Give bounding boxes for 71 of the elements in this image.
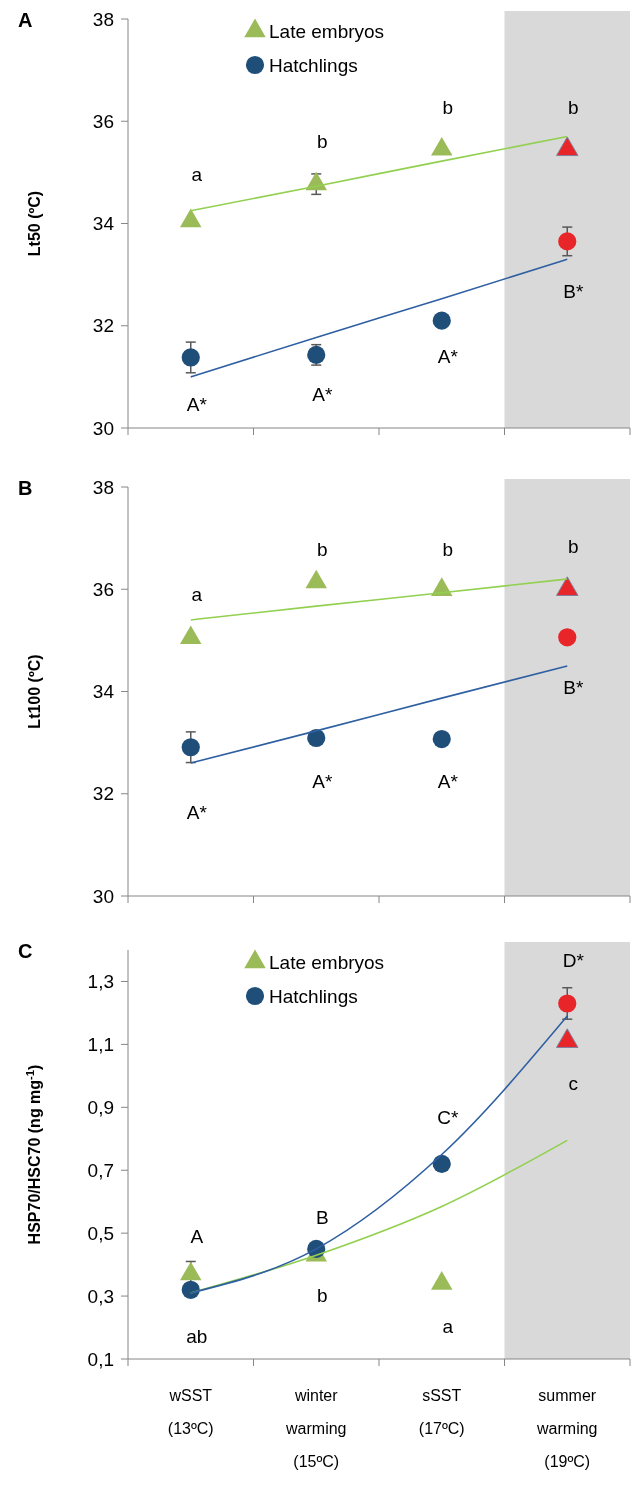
annotation: B* (563, 280, 584, 302)
y-axis-title: Lt50 (ºC) (26, 190, 43, 257)
point (307, 728, 326, 748)
y-tick-label: 32 (92, 315, 114, 337)
point (307, 345, 326, 364)
y-tick-label: 0,1 (87, 1348, 114, 1370)
chart-title: B (18, 477, 33, 499)
point (556, 136, 579, 157)
y-tick-label: 0,9 (87, 1096, 114, 1118)
annotation: B* (563, 676, 584, 698)
point (181, 738, 200, 757)
y-tick-label: 30 (92, 417, 114, 439)
annotation: A* (186, 801, 208, 823)
point (180, 1261, 202, 1281)
y-tick-label: 1,1 (87, 1034, 114, 1056)
annotation: b (567, 96, 579, 118)
y-tick-label: 38 (92, 476, 114, 498)
y-tick-label: 30 (92, 885, 114, 907)
y-tick-label: 0,3 (87, 1285, 114, 1307)
y-tick-label: 0,5 (87, 1222, 114, 1244)
annotation: ab (186, 1325, 208, 1347)
chart-title: A (18, 9, 33, 31)
annotation: a (442, 1315, 454, 1337)
point (431, 136, 453, 156)
point (432, 729, 451, 749)
chart-title: C (18, 940, 33, 962)
x-tick-label: winter warming (15ºC) (285, 1387, 347, 1470)
point (181, 348, 200, 367)
annotation: a (191, 583, 203, 605)
y-tick-label: 36 (92, 110, 114, 132)
point (431, 1271, 453, 1290)
legend-label: Late embryos (269, 951, 385, 973)
point (558, 232, 577, 251)
annotation: b (567, 535, 579, 557)
y-tick-label: 38 (92, 8, 114, 30)
y-tick-label: 36 (92, 578, 114, 600)
annotation: D* (562, 949, 585, 971)
point (556, 576, 579, 596)
annotation: a (191, 163, 203, 185)
annotation: b (316, 538, 328, 560)
annotation: b (316, 130, 328, 152)
y-tick-label: 34 (92, 681, 115, 703)
annotation: b (442, 96, 454, 118)
annotation: B (315, 1206, 329, 1228)
legend-label: Hatchlings (269, 985, 358, 1007)
annotation: b (442, 538, 454, 560)
y-tick-label: 0,7 (87, 1159, 114, 1181)
point (432, 1154, 451, 1174)
annotation: C* (437, 1106, 459, 1128)
point (180, 625, 202, 645)
point (432, 311, 451, 330)
annotation: A* (437, 345, 459, 367)
y-tick-label: 32 (92, 783, 114, 805)
x-tick-label: wSST (13ºC) (167, 1387, 214, 1437)
annotation: b (316, 1284, 328, 1306)
annotation: A* (312, 770, 333, 792)
annotation: A (190, 1225, 204, 1247)
annotation: c (568, 1072, 578, 1094)
annotation: A* (186, 393, 208, 415)
point (558, 994, 577, 1013)
x-tick-label: summer warming (19ºC) (536, 1387, 598, 1470)
legend-label: Hatchlings (269, 54, 358, 76)
legend-label: Late embryos (269, 20, 385, 42)
x-tick-label: sSST (17ºC) (418, 1387, 465, 1437)
point (305, 569, 327, 589)
y-tick-label: 1,3 (87, 971, 114, 993)
annotation: A* (312, 383, 333, 405)
annotation: A* (437, 770, 459, 792)
y-tick-label: 34 (92, 213, 115, 235)
point (180, 208, 202, 228)
y-axis-title: Lt100 (ºC) (26, 654, 43, 729)
